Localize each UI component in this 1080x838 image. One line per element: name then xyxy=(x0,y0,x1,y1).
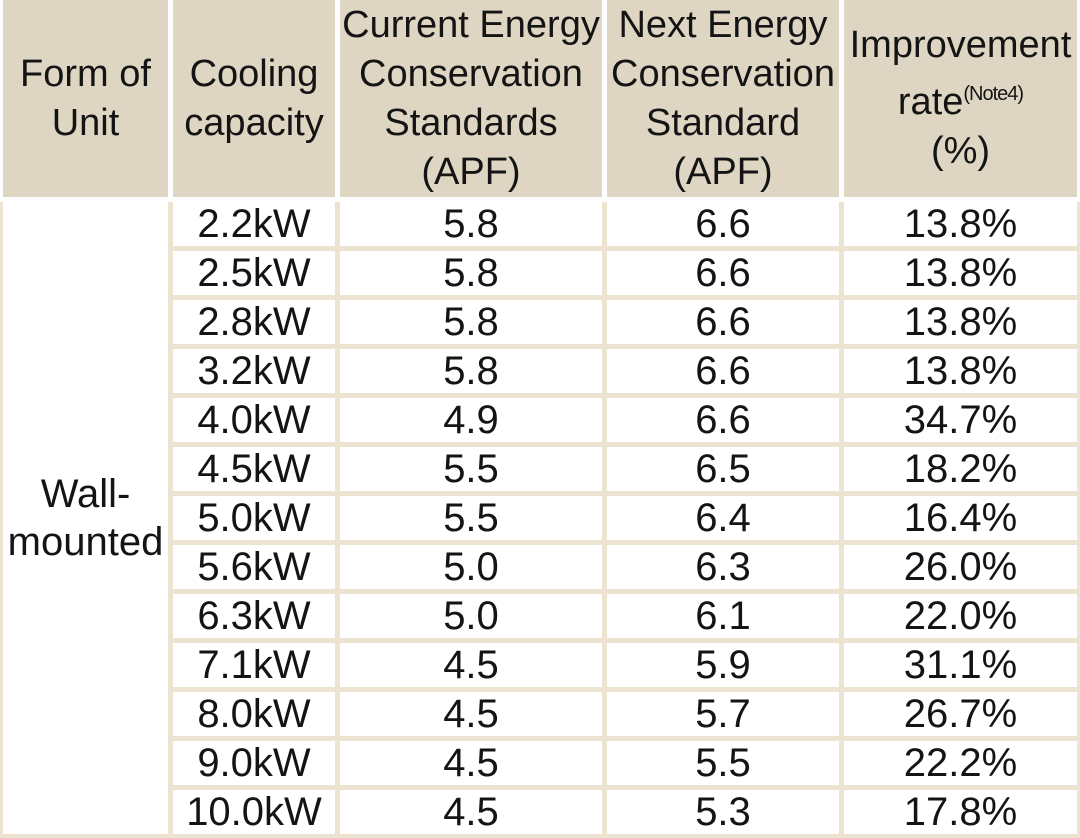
capacity-cell: 7.1kW xyxy=(173,643,335,687)
current-apf-cell: 5.0 xyxy=(340,545,602,589)
header-cell-next-standard: Next Energy Conservation Standard (APF) xyxy=(607,0,839,197)
table-header-row: Form of Unit Cooling capacity Current En… xyxy=(0,0,1080,197)
capacity-cell: 2.2kW xyxy=(173,202,335,246)
capacity-cell: 5.6kW xyxy=(173,545,335,589)
improvement-cell: 22.0% xyxy=(844,594,1077,638)
next-apf-cell: 5.7 xyxy=(607,692,839,736)
improvement-rate-unit: (%) xyxy=(930,130,991,172)
improvement-cell: 17.8% xyxy=(844,790,1077,834)
improvement-cell: 26.0% xyxy=(844,545,1077,589)
next-apf-cell: 6.6 xyxy=(607,300,839,344)
capacity-cell: 4.5kW xyxy=(173,447,335,491)
improvement-cell: 34.7% xyxy=(844,398,1077,442)
current-apf-cell: 5.8 xyxy=(340,202,602,246)
header-cell-cooling-capacity: Cooling capacity xyxy=(173,0,335,197)
improvement-cell: 18.2% xyxy=(844,447,1077,491)
capacity-cell: 9.0kW xyxy=(173,741,335,785)
improvement-rate-word-line: rate(Note4) xyxy=(897,70,1024,127)
current-apf-cell: 5.0 xyxy=(340,594,602,638)
current-apf-cell: 4.5 xyxy=(340,741,602,785)
capacity-cell: 2.8kW xyxy=(173,300,335,344)
next-apf-cell: 5.9 xyxy=(607,643,839,687)
current-apf-cell: 4.5 xyxy=(340,692,602,736)
improvement-cell: 13.8% xyxy=(844,349,1077,393)
capacity-cell: 4.0kW xyxy=(173,398,335,442)
capacity-cell: 5.0kW xyxy=(173,496,335,540)
improvement-cell: 31.1% xyxy=(844,643,1077,687)
improvement-rate-title: Improvement xyxy=(849,24,1072,66)
current-apf-cell: 4.5 xyxy=(340,790,602,834)
header-cell-improvement-rate: Improvement rate(Note4) (%) xyxy=(844,0,1077,197)
next-apf-cell: 6.5 xyxy=(607,447,839,491)
capacity-cell: 3.2kW xyxy=(173,349,335,393)
next-apf-cell: 6.6 xyxy=(607,202,839,246)
current-apf-cell: 4.9 xyxy=(340,398,602,442)
next-apf-cell: 6.6 xyxy=(607,251,839,295)
improvement-cell: 13.8% xyxy=(844,202,1077,246)
capacity-cell: 10.0kW xyxy=(173,790,335,834)
next-apf-cell: 6.1 xyxy=(607,594,839,638)
header-cell-form-of-unit: Form of Unit xyxy=(3,0,168,197)
next-apf-cell: 5.3 xyxy=(607,790,839,834)
current-apf-cell: 5.8 xyxy=(340,300,602,344)
capacity-cell: 8.0kW xyxy=(173,692,335,736)
capacity-cell: 2.5kW xyxy=(173,251,335,295)
improvement-cell: 22.2% xyxy=(844,741,1077,785)
improvement-rate-word: rate xyxy=(897,81,964,123)
improvement-cell: 16.4% xyxy=(844,496,1077,540)
header-cell-current-standard: Current Energy Conservation Standards (A… xyxy=(340,0,602,197)
table-body: Wall-mounted 2.2kW 5.8 6.6 13.8% 2.5kW 5… xyxy=(0,202,1080,838)
improvement-cell: 13.8% xyxy=(844,300,1077,344)
improvement-cell: 13.8% xyxy=(844,251,1077,295)
current-apf-cell: 4.5 xyxy=(340,643,602,687)
capacity-cell: 6.3kW xyxy=(173,594,335,638)
next-apf-cell: 6.6 xyxy=(607,349,839,393)
current-apf-cell: 5.5 xyxy=(340,496,602,540)
next-apf-cell: 6.6 xyxy=(607,398,839,442)
current-apf-cell: 5.8 xyxy=(340,251,602,295)
current-apf-cell: 5.5 xyxy=(340,447,602,491)
current-apf-cell: 5.8 xyxy=(340,349,602,393)
improvement-cell: 26.7% xyxy=(844,692,1077,736)
row-group-cell-wall-mounted: Wall-mounted xyxy=(3,202,168,834)
next-apf-cell: 5.5 xyxy=(607,741,839,785)
next-apf-cell: 6.4 xyxy=(607,496,839,540)
improvement-rate-note-superscript: (Note4) xyxy=(963,83,1024,105)
next-apf-cell: 6.3 xyxy=(607,545,839,589)
